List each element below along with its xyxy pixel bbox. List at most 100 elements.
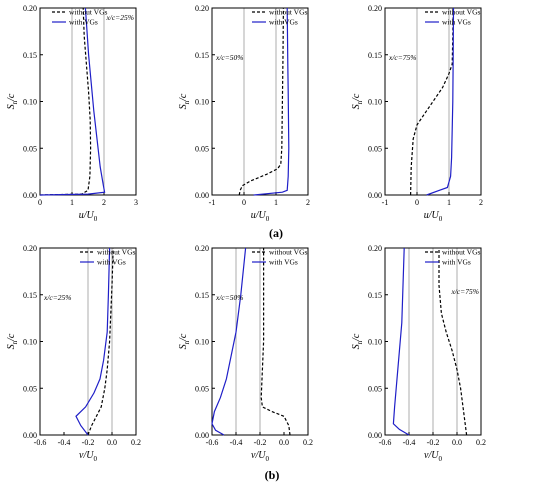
series-line-b3-without-vgs [438,248,468,436]
x-tick-label-b3-1: -0.4 [403,438,416,447]
legend-label-b1-1: with VGs [97,258,126,267]
x-tick-label-b1-0: -0.6 [34,438,47,447]
y-tick-label-b1-0: 0.00 [23,431,37,440]
series-line-b1-with-vgs [75,247,111,436]
chart-a1: 0.00 0.05 0.10 0.15 0.20 0 1 2 3 u/U0 Sn/c without … [6,4,138,223]
x-tick-label-a2-0: -1 [209,198,216,207]
annotation-a2: x/c=50% [215,53,244,62]
x-axis-label-a1: u/U0 [79,210,98,223]
x-tick-label-a1-3: 3 [134,198,138,207]
x-tick-label-b2-1: -0.4 [230,438,243,447]
y-axis-label-b2: Sn/c [178,333,191,349]
y-tick-label-b2-4: 0.20 [195,244,209,253]
charts-group: 0.000.050.100.150.200 1 2 3u/U0Sn/cwithout … [6,4,486,463]
chart-b2: 0.00 0.05 0.10 0.15 0.20 -0.6 -0.4 -0.2 0.0 0.2 v/… [178,244,313,463]
annotation-b1: x/c=25% [43,293,72,302]
caption-a: (a) [269,226,283,240]
y-tick-label-a3-0: 0.00 [368,191,382,200]
plot-frame-a2 [211,7,309,196]
y-tick-label-a1-1: 0.05 [23,144,37,153]
y-tick-label-a1-4: 0.20 [23,4,37,13]
series-line-b2-without-vgs [260,248,291,436]
x-tick-label-a3-0: -1 [382,198,389,207]
x-tick-label-b2-4: 0.2 [303,438,313,447]
chart-a2: 0.00 0.05 0.10 0.15 0.20 -1 0 1 2 u/U0 Sn/c without… [178,4,310,223]
legend-label-a1-1: with VGs [69,18,98,27]
x-axis-label-a3: u/U0 [424,210,443,223]
annotation-b2: x/c=50% [215,293,244,302]
y-tick-label-b1-1: 0.05 [23,384,37,393]
y-tick-label-a2-2: 0.10 [195,98,209,107]
y-tick-label-b3-3: 0.15 [368,291,382,300]
series-line-a2-with-vgs [253,7,290,196]
y-tick-label-a1-0: 0.00 [23,191,37,200]
y-tick-label-a1-2: 0.10 [23,98,37,107]
x-axis-label-b2: v/U0 [251,450,269,463]
y-tick-label-b3-1: 0.05 [368,384,382,393]
y-tick-label-b1-4: 0.20 [23,244,37,253]
x-tick-label-b3-4: 0.2 [476,438,486,447]
y-tick-label-a2-0: 0.00 [195,191,209,200]
x-tick-label-a3-3: 2 [479,198,483,207]
x-axis-label-a2: u/U0 [251,210,270,223]
chart-a3: 0.00 0.05 0.10 0.15 0.20 -1 0 1 2 u/U0 Sn/c without… [351,4,483,223]
y-tick-label-a3-3: 0.15 [368,51,382,60]
annotation-b3: x/c=75% [450,287,479,296]
x-tick-label-a3-2: 1 [447,198,451,207]
x-tick-label-b2-3: 0.0 [279,438,289,447]
x-tick-label-b3-2: -0.2 [427,438,440,447]
x-tick-label-b3-0: -0.6 [379,438,392,447]
y-tick-label-b2-2: 0.10 [195,338,209,347]
x-axis-label-b1: v/U0 [79,450,97,463]
legend-label-b3-1: with VGs [442,258,471,267]
series-line-a1-without-vgs [39,7,92,196]
caption-b: (b) [265,468,280,482]
y-tick-label-b1-2: 0.10 [23,338,37,347]
x-tick-label-b2-0: -0.6 [206,438,219,447]
series-line-a3-with-vgs [426,7,455,196]
legend-label-a3-1: with VGs [442,18,471,27]
legend-label-a3-0: without VGs [442,8,480,17]
y-axis-label-a2: Sn/c [178,93,191,109]
x-tick-label-a1-0: 0 [38,198,42,207]
x-tick-label-b1-3: 0.0 [107,438,117,447]
x-tick-label-a2-2: 1 [274,198,278,207]
legend-label-b2-0: without VGs [269,248,307,257]
plot-frame-a3 [384,7,482,196]
legend-label-b1-0: without VGs [97,248,135,257]
series-line-b3-with-vgs [392,247,410,436]
y-axis-label-b1: Sn/c [6,333,19,349]
y-tick-label-b2-3: 0.15 [195,291,209,300]
legend-label-a1-0: without VGs [69,8,107,17]
x-tick-label-a1-2: 2 [102,198,106,207]
legend-label-a2-1: with VGs [269,18,298,27]
y-tick-label-a1-3: 0.15 [23,51,37,60]
y-tick-label-b3-2: 0.10 [368,338,382,347]
y-tick-label-a2-1: 0.05 [195,144,209,153]
y-axis-label-a1: Sn/c [6,93,19,109]
annotation-a3: x/c=75% [388,53,417,62]
y-tick-label-a3-2: 0.10 [368,98,382,107]
chart-b1: 0.00 0.05 0.10 0.15 0.20 -0.6 -0.4 -0.2 0.0 0.2 v/… [6,244,141,463]
x-tick-label-b2-2: -0.2 [254,438,267,447]
series-line-a2-without-vgs [238,7,284,196]
legend-label-a2-0: without VGs [269,8,307,17]
series-line-a1-with-vgs [39,7,106,196]
annotation-a1: x/c=25% [105,13,134,22]
y-tick-label-a2-3: 0.15 [195,51,209,60]
y-tick-label-b1-3: 0.15 [23,291,37,300]
x-tick-label-b1-1: -0.4 [58,438,71,447]
x-tick-label-b3-3: 0.0 [452,438,462,447]
y-tick-label-b2-1: 0.05 [195,384,209,393]
legend-label-b3-0: without VGs [442,248,480,257]
x-axis-label-b3: v/U0 [424,450,442,463]
y-axis-label-b3: Sn/c [351,333,364,349]
plot-frame-a1 [39,7,137,196]
y-tick-label-a2-4: 0.20 [195,4,209,13]
y-tick-label-a3-4: 0.20 [368,4,382,13]
x-tick-label-a2-3: 2 [306,198,310,207]
y-tick-label-b3-0: 0.00 [368,431,382,440]
y-tick-label-b2-0: 0.00 [195,431,209,440]
x-tick-label-a2-1: 0 [242,198,246,207]
